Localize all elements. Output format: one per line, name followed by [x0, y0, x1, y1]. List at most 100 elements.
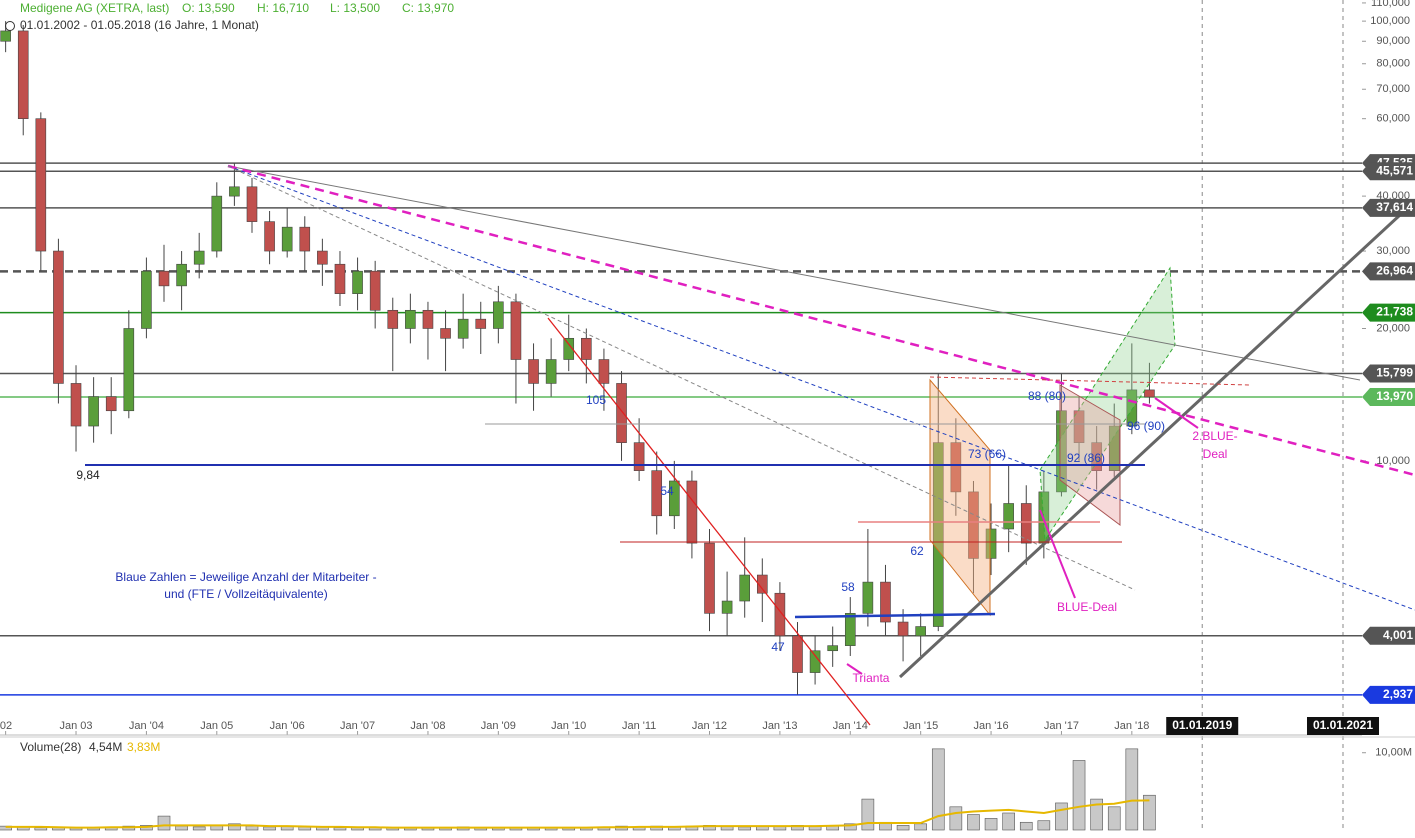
candle-body [387, 309, 399, 329]
candle-body [105, 396, 117, 412]
x-tick-label: Jan '18 [1114, 720, 1149, 732]
annotation: 58 [841, 580, 855, 594]
x-tick-label: 02 [0, 720, 12, 732]
ohlc: L: 13,500 [330, 1, 380, 15]
candle-body [53, 250, 64, 384]
volume-label: Volume(28) [20, 740, 81, 754]
level-tag [1362, 262, 1415, 281]
level-label: 26,964 [1376, 264, 1413, 278]
candle-body [528, 359, 539, 384]
level-tag [1362, 162, 1415, 181]
y-tick-label: 70,000 [1376, 83, 1410, 95]
channel [1059, 384, 1121, 526]
x-tick-label: Jan '07 [340, 720, 375, 732]
volume-bar [738, 826, 752, 831]
arrow [846, 663, 863, 675]
candle-body [1108, 425, 1120, 471]
support-line [929, 376, 1251, 386]
candle-body [334, 263, 346, 294]
level-label: 4,001 [1383, 628, 1413, 642]
volume-bar [1019, 821, 1033, 831]
volume-bar [192, 826, 206, 831]
annotation: 92 (86) [1067, 451, 1105, 465]
candle-body [88, 396, 99, 427]
x-tick-label: Jan '10 [551, 720, 586, 732]
volume-bar [1072, 760, 1086, 831]
y-tick-label: 110,000 [1371, 0, 1410, 9]
candle-body [299, 226, 311, 252]
level-tag [1362, 626, 1415, 645]
candle-body [774, 592, 786, 637]
volume-bar [245, 825, 259, 831]
ohlc: O: 13,590 [182, 1, 235, 15]
volume-bar [1037, 820, 1051, 831]
x-tick-label: Jan '15 [903, 720, 938, 732]
volume-bar [1107, 806, 1121, 831]
candle-body [1056, 410, 1067, 493]
y-tick-label: 60,000 [1376, 113, 1410, 125]
y-tick-label: 100,000 [1370, 15, 1410, 27]
annotation: 54 [660, 484, 674, 498]
level-tag [1362, 388, 1415, 407]
volume-bar [1002, 812, 1015, 831]
candle-body [616, 383, 627, 443]
volume-bar [967, 814, 980, 831]
x-tick-label: Jan '08 [410, 720, 445, 732]
x-tick-label: Jan 03 [60, 720, 93, 732]
candle-body [457, 318, 469, 339]
candle-body [809, 650, 821, 673]
candle-body [739, 574, 751, 602]
level-label: 2,937 [1383, 687, 1413, 701]
annotation: BLUE-Deal [1057, 600, 1117, 614]
date-box [1306, 717, 1379, 735]
volume-bar [861, 798, 875, 831]
level-tag [1362, 685, 1415, 704]
volume-bar [896, 825, 910, 831]
volume-bar [984, 818, 998, 831]
volume-bar [931, 748, 945, 831]
x-tick-label: Jan '17 [1044, 720, 1079, 732]
trend-line [547, 317, 871, 726]
candle-body [1126, 389, 1138, 427]
x-tick-label: Jan '14 [833, 720, 868, 732]
volume-bar [949, 806, 963, 831]
candle-body [792, 635, 803, 673]
candle-body [141, 270, 152, 329]
candle-body [756, 574, 768, 594]
level-label: 13,970 [1376, 389, 1413, 403]
volume-bar [1090, 798, 1103, 831]
y-tick-label: 30,000 [1376, 245, 1410, 257]
candle-body [193, 250, 205, 265]
x-tick-label: Jan '13 [762, 720, 797, 732]
note: Blaue Zahlen = Jeweilige Anzahl der Mita… [115, 570, 376, 584]
annotation: 88 (80) [1028, 389, 1066, 403]
clock-icon [5, 21, 15, 31]
x-tick-label: Jan '09 [481, 720, 516, 732]
annotation: Trianta [853, 671, 890, 685]
x-tick-label: Jan '06 [270, 720, 305, 732]
volume-bar [34, 827, 48, 831]
level-tag [1362, 364, 1415, 383]
annotation: Deal [1203, 447, 1228, 461]
candle-body [669, 480, 680, 517]
candle-body [211, 195, 223, 252]
y-tick-label: 10,00M [1375, 747, 1412, 759]
candle-body [704, 542, 715, 614]
annotation: 73 (66) [968, 447, 1006, 461]
volume-bar [914, 823, 927, 831]
volume-bar [157, 815, 171, 831]
candle-body [281, 226, 293, 252]
date-label: 01.01.2021 [1313, 718, 1373, 732]
date-box [1166, 717, 1239, 735]
candle-body [827, 645, 838, 652]
ohlc: C: 13,970 [402, 1, 454, 15]
candle-body [950, 442, 962, 493]
level-tag [1362, 303, 1415, 322]
level-label: 15,799 [1376, 366, 1413, 380]
candle-body [686, 480, 698, 544]
candle-body [440, 328, 451, 339]
candle-body [1091, 442, 1102, 471]
candle-body [844, 613, 856, 646]
volume-bar [175, 825, 188, 831]
